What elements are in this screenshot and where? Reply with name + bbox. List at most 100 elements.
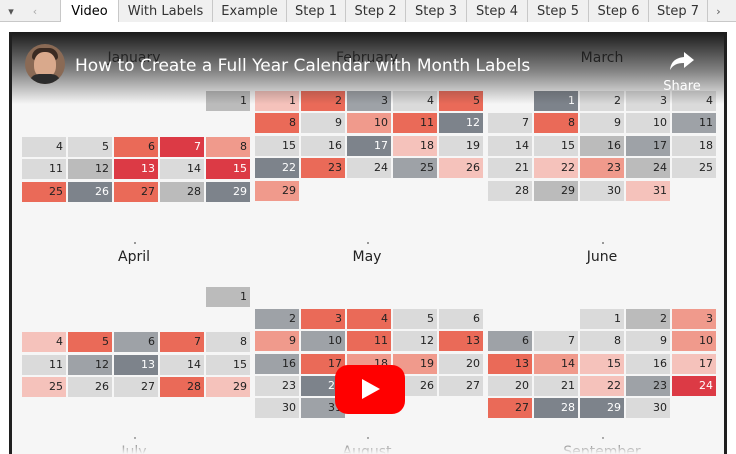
share-button[interactable]: Share xyxy=(660,46,704,96)
day-cell: 11 xyxy=(22,159,66,179)
day-cell: 10 xyxy=(301,331,345,351)
month-label-may: May xyxy=(352,249,382,265)
day-cell: 12 xyxy=(68,355,112,375)
tab-video[interactable]: Video xyxy=(60,0,118,22)
day-cell: 12 xyxy=(68,159,112,179)
day-cell: 28 xyxy=(160,182,204,202)
tab-step-4[interactable]: Step 4 xyxy=(466,0,527,22)
day-cell: 16 xyxy=(255,354,299,374)
day-cell: 29 xyxy=(206,377,250,397)
day-cell: 16 xyxy=(301,136,345,156)
day-cell: 3 xyxy=(672,309,716,329)
month-label-june: June xyxy=(586,249,618,265)
day-cell: 6 xyxy=(114,137,158,157)
tab-step-5[interactable]: Step 5 xyxy=(527,0,588,22)
day-cell: 25 xyxy=(672,158,716,178)
day-cell: 13 xyxy=(114,355,158,375)
embedded-video-player[interactable]: 145678111213141518192021222526272829Janu… xyxy=(9,32,727,454)
day-cell: 29 xyxy=(206,182,250,202)
month-label-april: April xyxy=(118,249,150,265)
day-cell: 22 xyxy=(580,376,624,396)
day-cell: 17 xyxy=(347,136,391,156)
day-cell: 27 xyxy=(114,377,158,397)
day-cell: 23 xyxy=(255,376,299,396)
day-cell: 9 xyxy=(580,113,624,133)
day-cell: 14 xyxy=(160,355,204,375)
day-cell: 26 xyxy=(68,182,112,202)
chevron-left-icon[interactable]: ‹ xyxy=(32,4,38,18)
video-frame: 145678111213141518192021222526272829Janu… xyxy=(0,22,736,454)
day-cell: 16 xyxy=(580,136,624,156)
share-arrow-icon xyxy=(670,52,694,70)
day-cell: 14 xyxy=(534,354,578,374)
day-cell: 4 xyxy=(22,332,66,352)
day-cell: 18 xyxy=(393,136,437,156)
title-overlay xyxy=(12,32,724,104)
day-cell: 22 xyxy=(255,158,299,178)
day-cell: 29 xyxy=(580,398,624,418)
day-cell: 4 xyxy=(347,309,391,329)
day-cell: 14 xyxy=(160,159,204,179)
day-cell: 28 xyxy=(488,181,532,201)
day-cell: 30 xyxy=(255,398,299,418)
day-cell: 13 xyxy=(488,354,532,374)
tab-step-6[interactable]: Step 6 xyxy=(588,0,648,22)
chevron-right-icon[interactable]: › xyxy=(707,0,729,22)
day-cell: 31 xyxy=(626,181,670,201)
day-cell: 28 xyxy=(160,377,204,397)
tab-step-2[interactable]: Step 2 xyxy=(345,0,405,22)
day-cell: 19 xyxy=(393,354,437,374)
day-cell: 4 xyxy=(22,137,66,157)
day-cell: 5 xyxy=(68,137,112,157)
channel-avatar[interactable] xyxy=(25,44,65,84)
day-cell: 14 xyxy=(488,136,532,156)
day-cell: 13 xyxy=(114,159,158,179)
day-cell: 6 xyxy=(439,309,483,329)
day-cell: 5 xyxy=(393,309,437,329)
day-cell: 25 xyxy=(22,182,66,202)
dropdown-arrow-icon[interactable]: ▾ xyxy=(8,4,14,18)
day-cell: 15 xyxy=(206,159,250,179)
day-cell: 30 xyxy=(626,398,670,418)
day-cell: 5 xyxy=(68,332,112,352)
day-cell: 7 xyxy=(488,113,532,133)
day-cell: 12 xyxy=(439,113,483,133)
day-cell: 23 xyxy=(301,158,345,178)
day-cell: 19 xyxy=(439,136,483,156)
day-cell: 3 xyxy=(301,309,345,329)
day-cell: 27 xyxy=(439,376,483,396)
day-cell: 12 xyxy=(393,331,437,351)
play-icon xyxy=(362,379,380,399)
play-button[interactable] xyxy=(335,365,405,414)
day-cell: 15 xyxy=(206,355,250,375)
day-cell: 9 xyxy=(255,331,299,351)
day-cell: 24 xyxy=(347,158,391,178)
day-cell: 21 xyxy=(488,158,532,178)
day-cell: 20 xyxy=(488,376,532,396)
day-cell: 29 xyxy=(534,181,578,201)
day-cell: 17 xyxy=(301,354,345,374)
day-cell: 2 xyxy=(626,309,670,329)
day-cell: 9 xyxy=(301,113,345,133)
tab-step-1[interactable]: Step 1 xyxy=(286,0,345,22)
day-cell: 11 xyxy=(672,113,716,133)
day-cell: 17 xyxy=(672,354,716,374)
calendar-preview: 145678111213141518192021222526272829Janu… xyxy=(12,32,724,454)
day-cell: 25 xyxy=(22,377,66,397)
day-cell: 24 xyxy=(626,158,670,178)
day-cell: 10 xyxy=(626,113,670,133)
day-cell: 17 xyxy=(626,136,670,156)
tab-example[interactable]: Example xyxy=(212,0,286,22)
day-cell: 6 xyxy=(488,331,532,351)
day-cell: 20 xyxy=(439,354,483,374)
day-cell: 10 xyxy=(347,113,391,133)
day-cell: 1 xyxy=(580,309,624,329)
tab-step-7[interactable]: Step 7 xyxy=(648,0,707,22)
day-cell: 28 xyxy=(534,398,578,418)
day-cell: 26 xyxy=(439,158,483,178)
day-cell: 27 xyxy=(488,398,532,418)
tab-with-labels[interactable]: With Labels xyxy=(118,0,212,22)
day-cell: 6 xyxy=(114,332,158,352)
video-title[interactable]: How to Create a Full Year Calendar with … xyxy=(75,56,531,76)
tab-step-3[interactable]: Step 3 xyxy=(405,0,466,22)
